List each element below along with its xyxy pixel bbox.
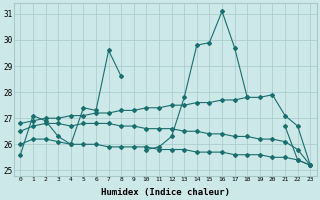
- X-axis label: Humidex (Indice chaleur): Humidex (Indice chaleur): [101, 188, 230, 197]
